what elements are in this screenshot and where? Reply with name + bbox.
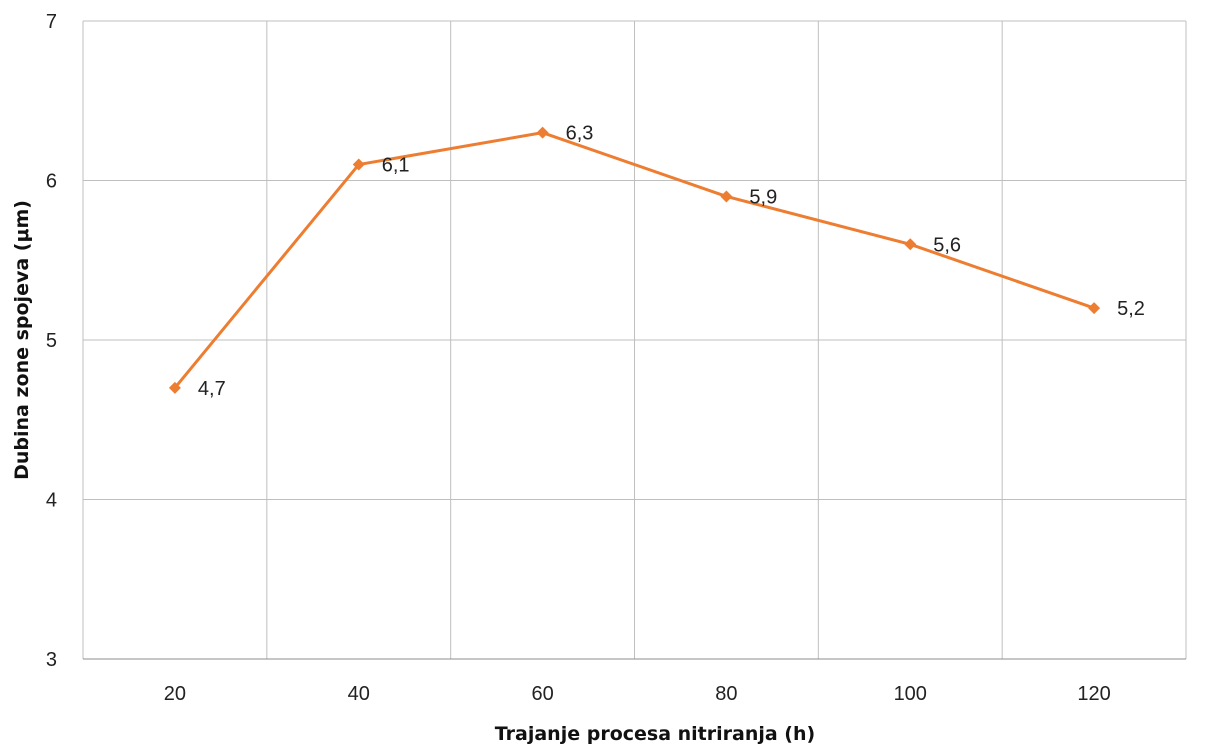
x-axis-title: Trajanje procesa nitriranja (h) — [495, 723, 815, 745]
y-tick-label: 3 — [46, 649, 57, 671]
series-line — [173, 131, 1095, 389]
x-tick-label: 60 — [531, 683, 553, 705]
data-point-marker — [352, 158, 365, 171]
data-label: 6,3 — [566, 123, 594, 145]
data-labels: 4,7 6,1 6,3 5,9 5,6 5,2 — [198, 123, 1145, 400]
x-tick-labels: 20 40 60 80 100 120 — [164, 683, 1111, 705]
x-tick-label: 100 — [894, 683, 927, 705]
data-point-marker — [904, 238, 917, 251]
data-point-marker — [536, 126, 549, 139]
data-label: 5,2 — [1117, 298, 1145, 320]
data-point-marker — [1088, 302, 1101, 315]
data-point-marker — [168, 381, 181, 394]
gridlines — [82, 20, 1187, 659]
data-label: 5,6 — [933, 234, 961, 256]
x-tick-label: 40 — [348, 683, 370, 705]
y-tick-labels: 3 4 5 6 7 — [46, 11, 57, 671]
x-tick-label: 80 — [715, 683, 737, 705]
y-tick-label: 6 — [46, 171, 57, 193]
x-tick-label: 20 — [164, 683, 186, 705]
y-tick-label: 7 — [46, 11, 57, 33]
data-point-marker — [720, 190, 733, 203]
data-label: 6,1 — [382, 155, 410, 177]
y-tick-label: 4 — [46, 490, 57, 512]
y-axis-title: Dubina zone spojeva (μm) — [11, 200, 33, 480]
series — [168, 126, 1101, 394]
x-tick-label: 120 — [1077, 683, 1110, 705]
data-label: 5,9 — [749, 186, 777, 208]
y-tick-label: 5 — [46, 330, 57, 352]
data-label: 4,7 — [198, 378, 226, 400]
